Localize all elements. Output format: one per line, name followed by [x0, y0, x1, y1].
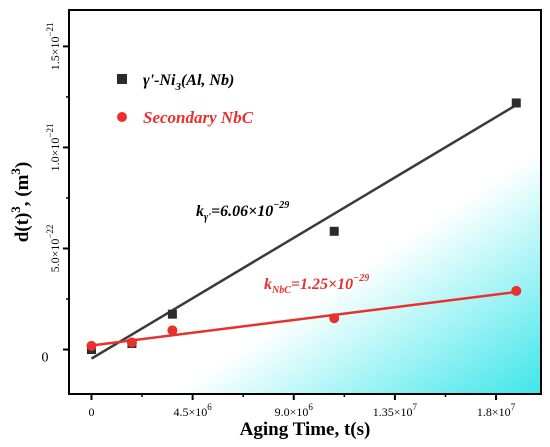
legend-label-gamma-sub: 3 — [174, 81, 181, 93]
y-axis-title-unit-sup: 3 — [8, 168, 23, 175]
y-axis-title-sup: 3 — [8, 206, 23, 213]
data-point-series-0-2 — [167, 309, 177, 319]
y-axis-title-unit: , (m — [12, 174, 33, 206]
x-tick-label-2: 9.0×106 — [275, 402, 314, 419]
y-tick-label-3: 1.5×10−21 — [45, 22, 62, 70]
data-point-series-0-4 — [511, 98, 521, 108]
annotation-gamma-text: =6.06×10 — [211, 203, 273, 220]
legend-label-gamma-main: γ'-Ni — [143, 72, 176, 89]
legend-marker-gamma — [117, 74, 127, 84]
data-point-series-1-3 — [329, 313, 340, 324]
y-tick-label-2: 1.0×10−21 — [45, 124, 62, 172]
x-axis-title: Aging Time, t(s) — [240, 419, 371, 440]
annotation-nbc-text: =1.25×10 — [291, 276, 353, 293]
data-point-series-1-4 — [511, 285, 522, 296]
y-tick-label-0: 0 — [42, 351, 49, 366]
axes: 0 4.5×106 9.0×106 1.35×107 1.8×107 0 5.0×10−22… — [42, 22, 516, 419]
data-point-series-1-2 — [167, 325, 178, 336]
y-axis-title-main: d(t) — [12, 213, 33, 243]
y-axis-title: d(t)3, (m3) — [8, 162, 33, 243]
x-tick-label-4: 1.8×107 — [477, 402, 516, 419]
annotation-gamma: kγ'=6.06×10−29 — [196, 200, 289, 223]
data-point-series-0-3 — [329, 226, 339, 236]
fit-line-series-0 — [90, 103, 517, 360]
annotation-gamma-sub: γ' — [204, 212, 211, 223]
annotation-gamma-k: k — [196, 203, 204, 220]
x-tick-label-1: 4.5×106 — [173, 402, 212, 419]
data-point-series-1-1 — [126, 337, 137, 348]
fit-line-series-1 — [91, 290, 517, 347]
y-axis-title-close: ) — [12, 162, 33, 168]
legend: γ'-Ni3(Al, Nb) Secondary NbC — [117, 72, 254, 127]
x-tick-label-0: 0 — [88, 405, 94, 419]
plot-area — [69, 10, 541, 394]
annotation-nbc-k: k — [264, 276, 272, 293]
data-point-series-1-0 — [86, 340, 97, 351]
annotation-gamma-exp: −29 — [273, 200, 289, 211]
legend-label-gamma: γ'-Ni3(Al, Nb) — [143, 72, 234, 93]
annotation-nbc-exp: −29 — [353, 273, 369, 284]
legend-label-nbc: Secondary NbC — [143, 108, 254, 127]
x-tick-label-3: 1.35×107 — [373, 402, 418, 419]
legend-marker-nbc — [117, 112, 127, 122]
chart-marks — [86, 98, 522, 360]
legend-label-gamma-rest: (Al, Nb) — [181, 72, 234, 89]
plot-frame — [68, 9, 542, 395]
annotation-nbc: kNbC=1.25×10−29 — [264, 273, 369, 296]
y-tick-label-1: 5.0×10−22 — [45, 225, 62, 273]
annotation-nbc-sub: NbC — [271, 285, 291, 296]
